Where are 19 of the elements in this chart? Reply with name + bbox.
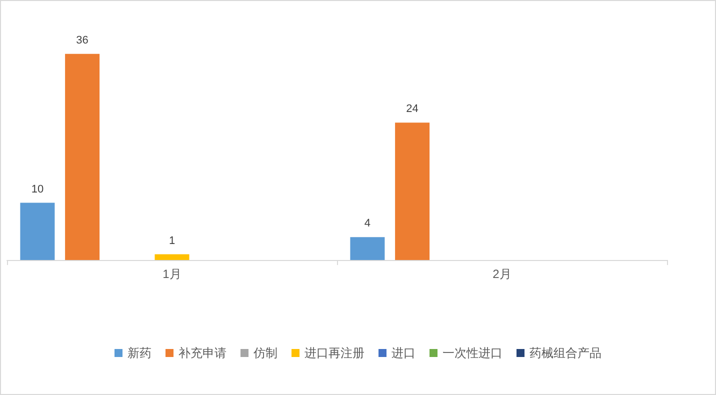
- data-label: 24: [406, 103, 418, 116]
- data-label: 10: [31, 183, 44, 196]
- legend-label: 仿制: [252, 346, 278, 360]
- bar: [20, 202, 55, 260]
- legend-label: 药械组合产品: [530, 346, 602, 360]
- x-tick-label: 1月: [162, 267, 182, 281]
- data-label: 4: [364, 218, 371, 230]
- data-label: 36: [76, 34, 88, 46]
- bar: [65, 54, 100, 260]
- data-label: 1: [168, 234, 176, 247]
- legend-label: 一次性进口: [442, 346, 502, 360]
- bar: [395, 122, 430, 260]
- legend-label: 进口: [392, 346, 416, 360]
- legend-label: 新药: [128, 346, 152, 360]
- bar: [154, 254, 190, 260]
- x-tick-label: 2月: [492, 267, 512, 281]
- legend-label: 补充申请: [178, 346, 226, 360]
- bar: [350, 237, 385, 260]
- legend-label: 进口再注册: [304, 346, 364, 360]
